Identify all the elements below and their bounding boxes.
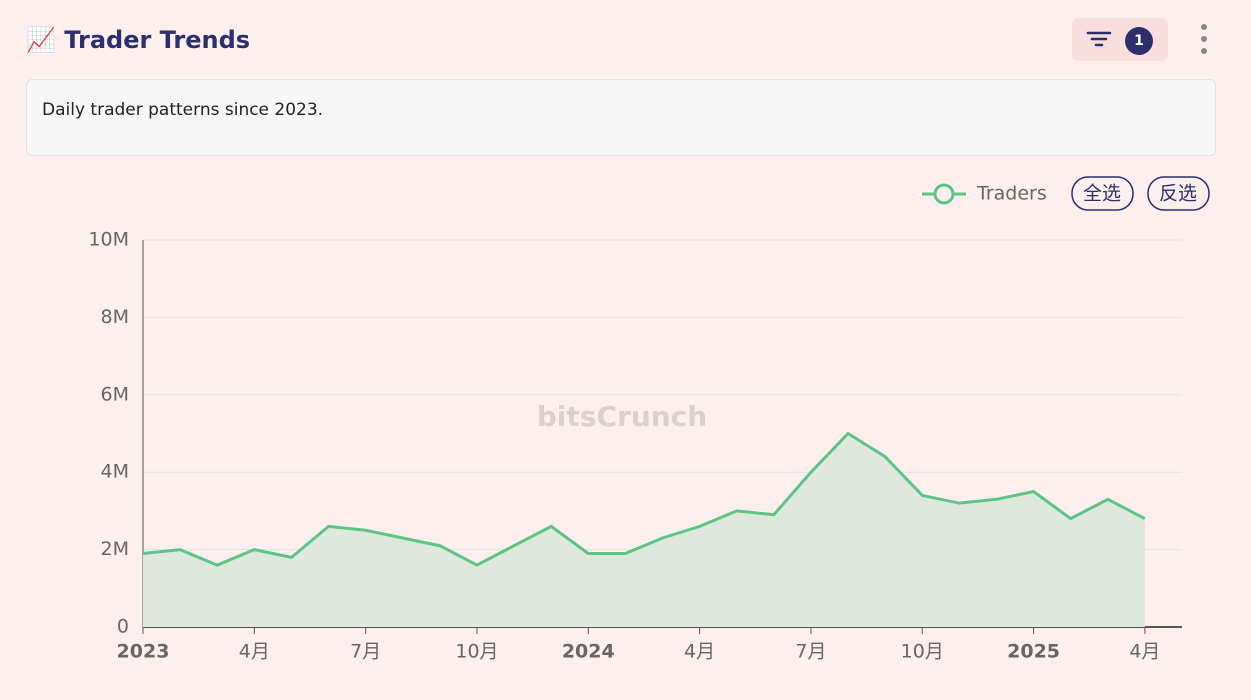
filter-icon [1086,31,1112,47]
legend-label[interactable]: Traders [976,183,1047,205]
watermark: bitsCrunch [537,400,707,433]
description: Daily trader patterns since 2023. [26,79,1216,156]
select-all-button[interactable] [1071,176,1134,211]
x-tick-label: 7月 [795,641,826,663]
legend-marker[interactable] [933,183,955,205]
more-menu[interactable] [1194,22,1214,62]
x-tick-label: 2023 [117,641,170,663]
y-tick-label: 0 [117,616,129,638]
x-tick-label: 10月 [455,641,498,663]
filter-button[interactable] [1072,18,1168,61]
y-tick-label: 6M [101,383,129,405]
x-tick-label: 4月 [239,641,270,663]
title-text: Trader Trends [64,26,251,54]
y-tick-label: 4M [101,461,129,483]
line [142,431,1146,567]
widget-title: 📈 Trader Trends [26,26,251,54]
x-tick-label: 4月 [684,641,715,663]
x-tick-label: 4月 [1129,641,1160,663]
y-tick-label: 2M [101,538,129,560]
invert-button[interactable] [1147,176,1210,211]
invert-label[interactable]: 反选 [1159,183,1197,205]
chart: bitsCrunch 全选 反选 0 2M 4M 6M 8M 10M 2023 4月 7月 10月… [88,176,1210,663]
x-tick-label: 2024 [562,641,615,663]
filter-count: 1 [1125,27,1153,55]
y-tick-label: 8M [101,306,129,328]
x-tick-label: 10月 [901,641,944,663]
y-tick-label: 10M [88,229,129,251]
x-tick-label: 2025 [1007,641,1060,663]
select-all-label[interactable]: 全选 [1083,183,1121,205]
x-tick-label: 7月 [350,641,381,663]
area [143,433,1145,627]
